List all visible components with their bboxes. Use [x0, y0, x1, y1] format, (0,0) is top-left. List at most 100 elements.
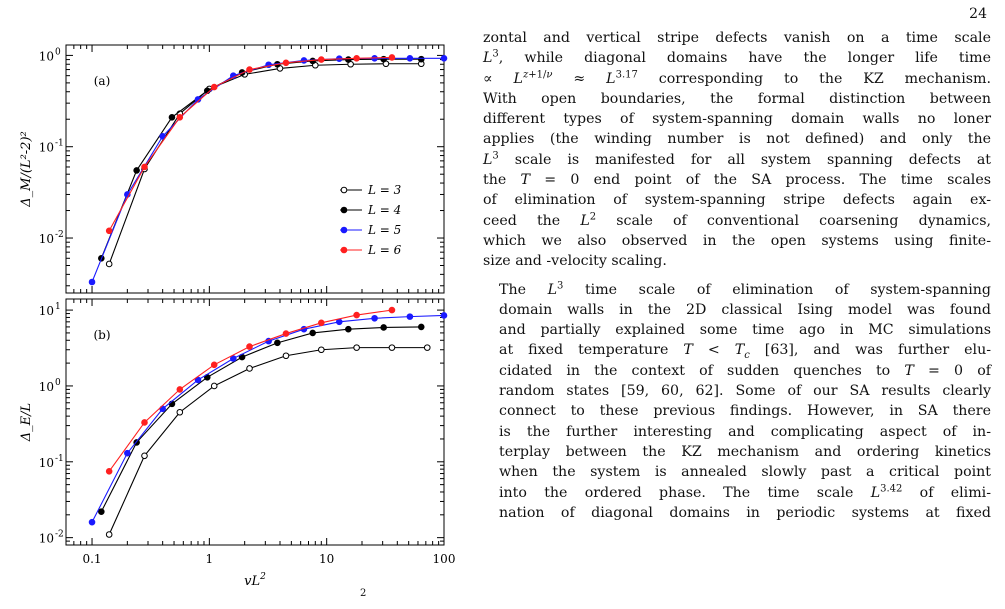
y-tick-label: 10 0 — [39, 378, 61, 394]
text-line: and partially explained some time ago in… — [499, 322, 991, 339]
tick-label-exponent: 0 — [55, 378, 61, 388]
legend: L = 3 L = 4 L = 5 L = 6 — [340, 183, 402, 257]
text-line: when the system is annealed slowly past … — [499, 464, 991, 481]
data-point — [168, 113, 176, 121]
legend-marker — [340, 186, 348, 194]
text-line: which we also observed in the open syste… — [483, 232, 991, 249]
y-tick-label: 10 -1 — [39, 139, 64, 155]
text-column: zontal and vertical stripe defects vanis… — [483, 28, 991, 523]
data-point — [335, 318, 343, 326]
tick-label-base: 10 — [39, 532, 54, 546]
tick-label-exponent: -1 — [55, 454, 64, 464]
y-tick-label: 10 -2 — [39, 230, 64, 246]
data-point — [318, 319, 325, 327]
data-point — [159, 133, 166, 140]
series-L-5 — [88, 312, 448, 526]
text-line: With open boundaries, the formal distinc… — [483, 90, 991, 107]
data-point — [210, 361, 218, 369]
data-point — [105, 531, 113, 538]
data-point — [388, 306, 396, 314]
data-point — [371, 314, 378, 322]
data-point — [141, 452, 148, 460]
series-L-6 — [105, 54, 396, 235]
data-point — [380, 324, 387, 331]
data-point — [141, 163, 148, 171]
y-tick-label: 10 1 — [39, 302, 61, 318]
data-point — [282, 59, 290, 67]
text-line: of elimination of system-spanning stripe… — [483, 192, 991, 209]
text-line: zontal and vertical stripe defects vanis… — [483, 30, 991, 46]
data-point — [406, 54, 414, 62]
plot-frame — [65, 44, 445, 294]
text-line: applies (the winding number is not defin… — [483, 131, 991, 148]
y-tick-label: 10 -1 — [39, 454, 64, 470]
data-point — [417, 55, 425, 63]
panel-a: Δ_M/(L²-2)² (a) L = 3 L = 4 L = 5 L = 6 — [19, 44, 448, 294]
data-point — [353, 311, 360, 319]
data-point — [440, 312, 448, 319]
data-point — [168, 400, 176, 408]
tick-label-exponent: -1 — [55, 139, 64, 149]
x-tick-label: 100 — [433, 552, 456, 566]
legend-label: L = 3 — [367, 183, 402, 197]
data-point — [406, 313, 414, 320]
data-point — [176, 386, 184, 393]
data-point — [141, 419, 148, 426]
data-point — [423, 344, 431, 351]
tick-label-base: 10 — [39, 380, 54, 394]
series-L-6 — [105, 306, 396, 475]
text-line: L3 scale is manifested for all system sp… — [483, 150, 991, 168]
series-line — [108, 347, 428, 535]
data-point — [176, 408, 184, 416]
data-point — [176, 113, 184, 121]
data-point — [388, 54, 396, 61]
legend-marker — [340, 246, 348, 254]
tick-label-exponent: 0 — [55, 47, 61, 57]
data-point — [105, 227, 113, 235]
panel-tag: (a) — [94, 74, 111, 88]
data-point — [388, 344, 396, 351]
text-line: L3, while diagonal domains have the long… — [483, 48, 991, 67]
text-line: nation of diagonal domains in periodic s… — [499, 504, 991, 521]
text-line: random states [59, 60, 62]. Some of our … — [499, 383, 991, 400]
legend-label: L = 5 — [367, 223, 401, 237]
text-line: different types of system-spanning domai… — [483, 111, 991, 128]
x-axis-label: vL2 — [244, 572, 266, 589]
legend-marker — [340, 226, 348, 234]
plot-frame — [65, 298, 445, 546]
x-tick-label: 10 — [319, 552, 334, 566]
data-point — [282, 330, 290, 337]
data-point — [318, 346, 325, 354]
text-line: the T = 0 end point of the SA process. T… — [483, 172, 991, 189]
panel-tag: (b) — [93, 328, 110, 342]
data-point — [210, 83, 218, 91]
paragraph-2: The L3 time scale of elimination of syst… — [483, 280, 991, 524]
data-point — [88, 518, 96, 526]
data-point — [417, 323, 425, 331]
text-line: is the further interesting and complicat… — [499, 423, 991, 440]
caption-fragment: 2 — [360, 588, 367, 599]
data-point — [246, 66, 253, 73]
data-point — [345, 325, 352, 333]
tick-label-base: 10 — [39, 232, 54, 246]
y-axis-label: Δ_M/(L²-2)² — [19, 131, 34, 207]
data-point — [246, 365, 253, 372]
x-tick-label: 1 — [206, 552, 214, 566]
data-point — [124, 449, 131, 457]
text-line: size and -velocity scaling. — [483, 253, 667, 270]
data-point — [105, 467, 113, 475]
tick-label-base: 10 — [39, 141, 54, 155]
text-line: connect to these previous findings. Howe… — [499, 403, 991, 420]
data-point — [309, 329, 316, 337]
text-line: ceed the L2 scale of conventional coarse… — [483, 210, 991, 229]
data-point — [353, 54, 360, 62]
series-line — [108, 56, 392, 232]
text-line: The L3 time scale of elimination of syst… — [499, 279, 991, 298]
data-point — [98, 508, 105, 515]
panel-b: vL2 Δ_E/L (b) — [19, 298, 448, 589]
series-L-4 — [98, 323, 425, 515]
tick-label-exponent: -2 — [55, 230, 64, 240]
data-point — [210, 382, 218, 390]
data-point — [318, 56, 325, 63]
x-axis-label-exponent: 2 — [259, 572, 266, 582]
